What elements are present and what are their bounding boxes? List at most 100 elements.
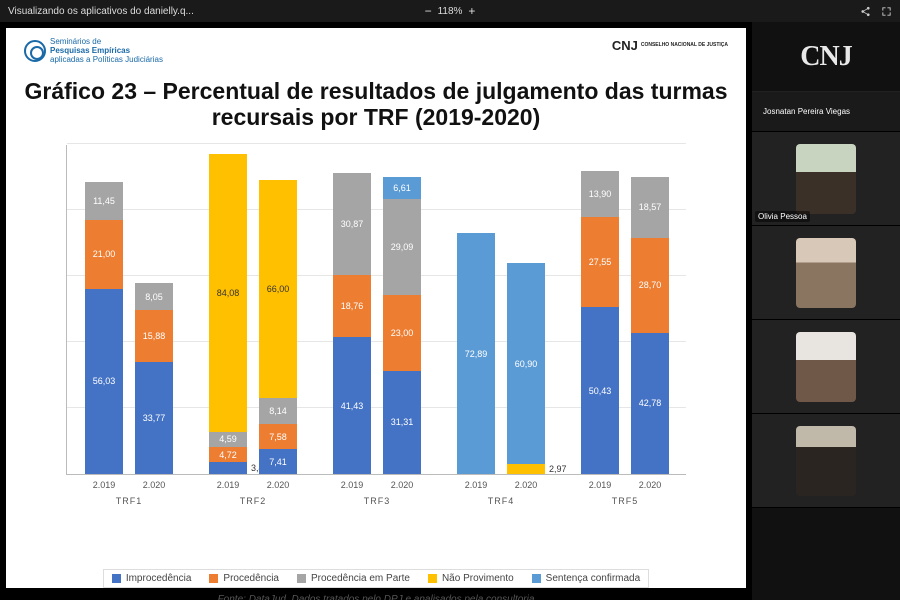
stacked-bar: 31,3123,0029,096,612.020 [383,173,421,473]
stacked-bar: 56,0321,0011,452.019 [85,182,123,474]
participant-tile-3[interactable] [752,320,900,414]
group-label: TRF3 [322,496,432,506]
segment-value-label: 21,00 [93,249,116,259]
segment-value-label: 56,03 [93,376,116,386]
bar-group: 50,4327,5513,902.01942,7828,7018,572.020… [570,171,680,474]
group-label: TRF2 [198,496,308,506]
bar-segment: 11,45 [85,182,123,220]
legend-swatch [428,574,437,583]
bar-segment: 21,00 [85,220,123,289]
bar-segment: 31,31 [383,371,421,474]
legend-label: Não Provimento [442,573,514,584]
bar-segment: 72,89 [457,233,495,474]
bar-segment: 50,43 [581,307,619,473]
bar-segment: 7,41 [259,449,297,473]
segment-value-label: 8,05 [145,292,163,302]
zoom-out-button[interactable]: − [425,4,432,18]
bar-segment: 4,72 [209,447,247,463]
bar-segment: 15,88 [135,310,173,362]
bar-segment: 3,47 [209,462,247,473]
bar-group: 41,4318,7630,872.01931,3123,0029,096,612… [322,173,432,473]
segment-value-label: 66,00 [267,284,290,294]
slide: Seminários de Pesquisas Empíricas aplica… [6,28,746,588]
bar-segment: 27,55 [581,217,619,308]
stacked-bar: 3,474,724,5984,082.019 [209,154,247,474]
chart-footnote: Fonte: DataJud. Dados tratados pelo DPJ … [24,594,728,600]
presenter-name: Josnatan Pereira Viegas [760,106,853,117]
segment-value-label: 42,78 [639,398,662,408]
stacked-bar: 50,4327,5513,902.019 [581,171,619,474]
presenter-tile[interactable]: Josnatan Pereira Viegas [752,92,900,132]
segment-value-label: 18,76 [341,301,364,311]
segment-value-label: 11,45 [93,196,115,206]
bar-segment: 23,00 [383,295,421,371]
segment-value-label: 28,70 [639,280,662,290]
participant-avatar [796,332,856,402]
bar-segment: 4,59 [209,432,247,447]
bar-segment: 18,76 [333,275,371,337]
participant-avatar [796,144,856,214]
year-label: 2.019 [85,480,123,490]
bar-segment: 18,57 [631,177,669,238]
legend-item: Não Provimento [428,573,514,584]
group-label: TRF5 [570,496,680,506]
bar-segment: 7,58 [259,424,297,449]
group-label: TRF4 [446,496,556,506]
bar-segment: 42,78 [631,333,669,474]
bar-segment: 56,03 [85,289,123,474]
cnj-subtext: CONSELHO NACIONAL DE JUSTIÇA [641,43,728,48]
legend-label: Sentença confirmada [546,573,641,584]
legend-item: Sentença confirmada [532,573,641,584]
year-label: 2.020 [507,480,545,490]
chart-legend: ImprocedênciaProcedênciaProcedência em P… [103,569,649,588]
segment-value-label: 7,58 [269,432,287,442]
stacked-bar: 41,4318,7630,872.019 [333,173,371,473]
participant-tile-2[interactable] [752,226,900,320]
bar-segment: 33,77 [135,362,173,473]
participant-tile-1[interactable]: Olivia Pessoa [752,132,900,226]
segment-value-label: 84,08 [217,288,240,298]
participants-sidebar: CNJ Josnatan Pereira Viegas Olivia Pesso… [752,22,900,600]
fullscreen-icon[interactable] [881,6,892,17]
legend-swatch [112,574,121,583]
zoom-in-button[interactable]: + [468,4,475,18]
group-label: TRF1 [74,496,184,506]
grid-line [67,143,686,144]
segment-value-label: 7,41 [269,457,287,467]
bar-group: 3,474,724,5984,082.0197,417,588,1466,002… [198,154,308,474]
bar-segment: 13,90 [581,171,619,217]
year-label: 2.019 [209,480,247,490]
bar-segment: 30,87 [333,173,371,275]
segment-value-label: 6,61 [393,183,411,193]
legend-label: Procedência em Parte [311,573,410,584]
segment-value-label: 29,09 [391,242,414,252]
participant-name: Olivia Pessoa [755,211,810,222]
participant-avatar [796,426,856,496]
bar-group: 72,892.0192,9760,902.020TRF4 [446,233,556,474]
stacked-bar: 72,892.019 [457,233,495,474]
bar-segment: 8,05 [135,283,173,310]
bar-segment: 66,00 [259,180,297,398]
window-topbar: Visualizando os aplicativos do danielly.… [0,0,900,22]
zoom-level: 118% [438,6,463,17]
segment-value-label: 8,14 [269,406,287,416]
year-label: 2.020 [135,480,173,490]
legend-item: Procedência em Parte [297,573,410,584]
legend-swatch [532,574,541,583]
participant-tile-4[interactable] [752,414,900,508]
segment-value-label: 33,77 [143,413,166,423]
presentation-area: Seminários de Pesquisas Empíricas aplica… [0,22,752,600]
share-icon[interactable] [860,6,871,17]
segment-value-label: 31,31 [391,417,414,427]
chart-plot-area: 56,0321,0011,452.01933,7715,888,052.020T… [66,145,686,475]
segment-value-label: 72,89 [465,349,488,359]
bar-segment: 29,09 [383,199,421,295]
participant-avatar [796,238,856,308]
segment-value-label: 50,43 [589,386,612,396]
stacked-bar: 2,9760,902.020 [507,233,545,474]
chart-title: Gráfico 23 – Percentual de resultados de… [24,78,728,131]
logo-line3: aplicadas a Políticas Judiciárias [50,56,163,65]
bar-segment: 2,97 [507,464,545,474]
legend-swatch [209,574,218,583]
bar-segment: 28,70 [631,238,669,333]
